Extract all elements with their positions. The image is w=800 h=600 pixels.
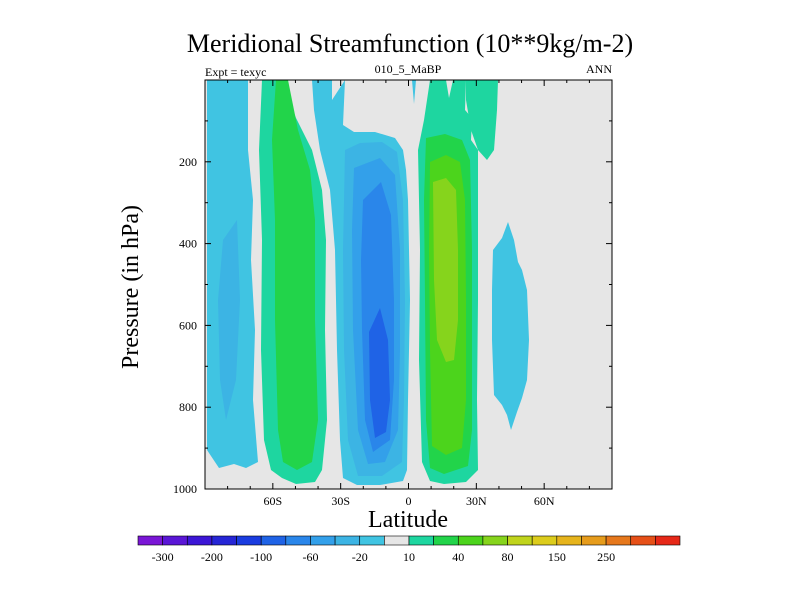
contour-fill-upper-lobe <box>412 80 416 104</box>
contour-fill-nh-upper-teal <box>466 80 498 160</box>
colorbar-swatch <box>186 535 213 546</box>
colorbar-swatch <box>137 535 163 546</box>
x-tick-label: 30N <box>466 494 487 508</box>
x-axis-ticks: 60S 30S 0 30N 60N <box>227 80 590 508</box>
colorbar-swatch <box>310 535 336 546</box>
colorbar-label: 250 <box>597 550 615 564</box>
colorbar-swatch <box>531 535 558 546</box>
x-tick-label: 60S <box>263 494 282 508</box>
colorbar-label: 150 <box>548 550 566 564</box>
experiment-label: Expt = texyc <box>205 65 266 79</box>
colorbar-swatch <box>630 535 656 546</box>
colorbar-label: -200 <box>201 550 223 564</box>
colorbar-swatch <box>236 535 262 546</box>
colorbar-swatch <box>433 535 459 546</box>
center-label: 010_5_MaBP <box>375 62 442 76</box>
colorbar-swatch <box>507 535 533 546</box>
colorbar-swatch <box>162 535 188 546</box>
contour-fill-nh-ferrel <box>492 222 529 430</box>
y-tick-label: 600 <box>179 318 197 332</box>
colorbar-label: 40 <box>452 550 464 564</box>
colorbar-swatch <box>605 535 632 546</box>
colorbar-swatch <box>408 535 434 546</box>
colorbar-label: 80 <box>502 550 514 564</box>
contour-fill-nh-hadley-4 <box>433 178 458 362</box>
colorbar-swatch <box>384 535 410 546</box>
colorbar-swatch <box>334 535 361 546</box>
colorbar-swatch <box>556 535 582 546</box>
colorbar-label: -60 <box>302 550 318 564</box>
contour-fill-sh-ferrel-core <box>272 80 318 470</box>
season-label: ANN <box>586 62 612 76</box>
colorbar-swatch <box>260 535 287 546</box>
y-tick-label: 400 <box>179 237 197 251</box>
colorbar-swatch <box>655 535 681 546</box>
colorbar-swatch <box>457 535 484 546</box>
colorbar-swatch <box>285 535 311 546</box>
y-axis-label: Pressure (in hPa) <box>118 205 144 369</box>
contour-fill-sh-hadley-5 <box>369 308 390 438</box>
y-tick-label: 800 <box>179 400 197 414</box>
colorbar-label: 10 <box>403 550 415 564</box>
colorbar-label: -20 <box>352 550 368 564</box>
colorbar-label: -100 <box>250 550 272 564</box>
y-axis-ticks: 200 400 600 800 1000 <box>173 120 612 496</box>
colorbar-swatch <box>581 535 607 546</box>
y-tick-label: 200 <box>179 155 197 169</box>
colorbar-swatch <box>211 535 237 546</box>
x-tick-label: 0 <box>406 494 412 508</box>
colorbar-label: -300 <box>152 550 174 564</box>
x-tick-label: 60N <box>534 494 555 508</box>
colorbar-swatch <box>482 535 508 546</box>
contour-fill-sh-polar-core <box>218 220 240 420</box>
chart-title: Meridional Streamfunction (10**9kg/m-2) <box>187 29 633 58</box>
colorbar-swatch <box>359 535 385 546</box>
y-tick-label: 1000 <box>173 482 197 496</box>
contour-fills <box>207 80 529 485</box>
x-tick-label: 30S <box>331 494 350 508</box>
colorbar: -300 -200 -100 -60 -20 10 40 80 150 250 <box>137 535 681 564</box>
plot-area: 60S 30S 0 30N 60N 200 400 600 800 1000 <box>173 79 613 508</box>
x-axis-label: Latitude <box>368 507 448 533</box>
